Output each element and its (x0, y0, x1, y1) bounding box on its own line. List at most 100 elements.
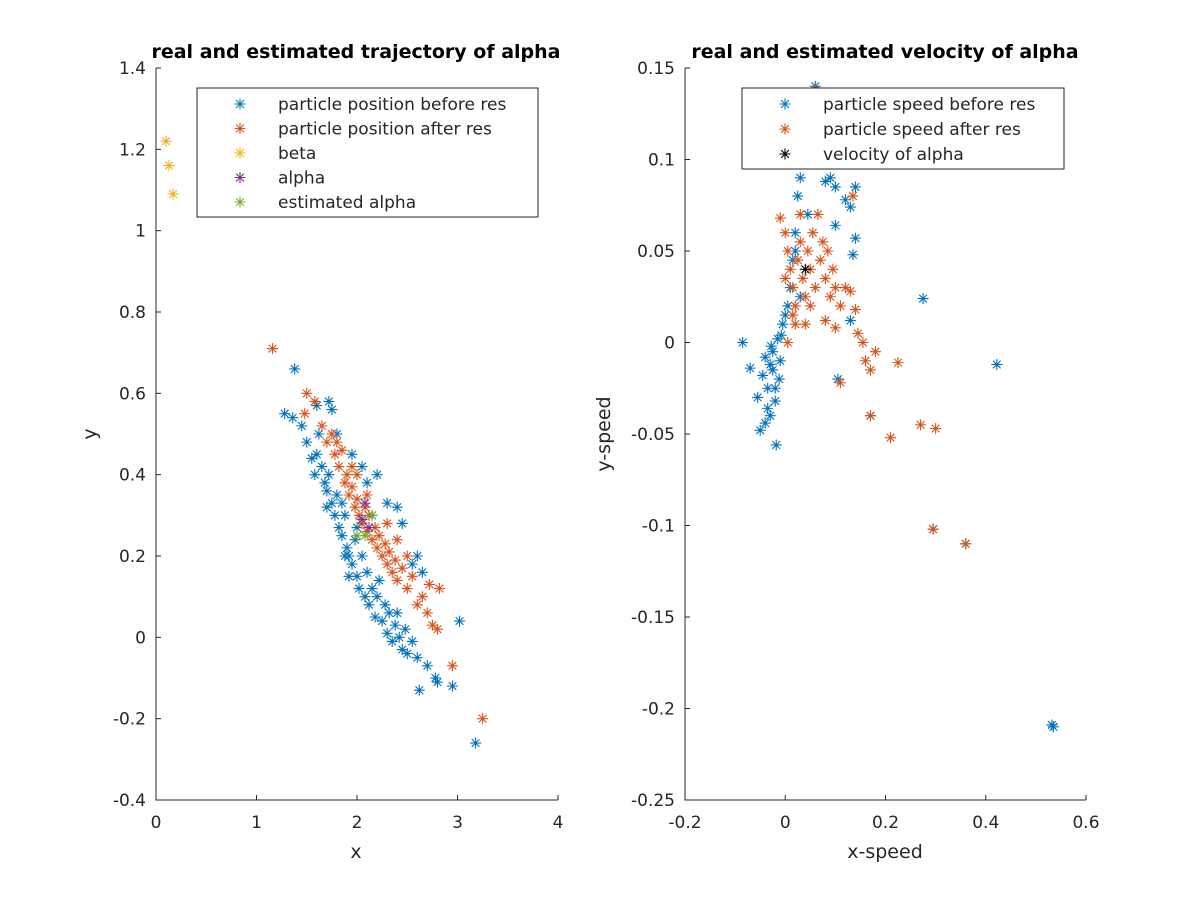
data-point (359, 530, 371, 542)
y-tick-label: -0.1 (642, 517, 675, 537)
data-point (361, 566, 373, 578)
data-point (799, 263, 811, 275)
data-point (376, 550, 388, 562)
data-point (416, 591, 428, 603)
x-tick-label: 1 (251, 813, 262, 833)
y-tick-label: 0.2 (119, 547, 146, 567)
legend: particle position before res particle pos… (196, 87, 539, 218)
data-point (817, 236, 829, 248)
data-point (423, 578, 435, 590)
data-point (326, 428, 338, 440)
data-point (309, 469, 321, 481)
data-point (792, 254, 804, 266)
y-tick-label: 1 (135, 222, 146, 242)
legend-marker (779, 98, 791, 110)
data-point (411, 599, 423, 611)
data-point (396, 562, 408, 574)
data-point (363, 522, 375, 534)
data-point (802, 208, 814, 220)
y-tick-label: -0.4 (113, 791, 146, 811)
data-point (361, 526, 373, 538)
data-point (163, 160, 175, 172)
data-point (799, 291, 811, 303)
data-point (737, 337, 749, 348)
y-tick-label: 0.05 (637, 242, 675, 262)
legend-label: estimated alpha (278, 193, 416, 213)
data-point (406, 635, 418, 647)
data-point (794, 172, 806, 184)
data-point (351, 530, 363, 542)
legend-marker (234, 147, 246, 159)
data-point (762, 382, 774, 394)
chart-title: real and estimated velocity of alpha (691, 41, 1078, 63)
data-point (779, 227, 791, 239)
legend-label: velocity of alpha (823, 145, 964, 165)
data-point (321, 436, 333, 448)
data-point (804, 300, 816, 312)
data-point (759, 417, 771, 429)
y-tick-label: 1.4 (119, 59, 146, 79)
data-point (349, 501, 361, 513)
data-point (1047, 721, 1059, 733)
data-point (930, 423, 942, 435)
data-point (789, 318, 801, 330)
legend-marker (234, 123, 246, 134)
tick-group: -0.2 0 0.2 0.4 0.6-0.25-0.2-0.15-0.1-0.0500.… (631, 59, 1100, 833)
data-point (361, 489, 373, 501)
data-point (764, 410, 776, 422)
data-point (426, 619, 438, 631)
data-point (869, 346, 881, 358)
data-point (794, 236, 806, 248)
data-point (774, 212, 786, 224)
data-point (323, 395, 335, 407)
legend-marker (234, 98, 246, 110)
data-point (346, 481, 358, 493)
data-point (421, 660, 433, 672)
y-tick-label: 0.1 (648, 151, 675, 171)
data-point (351, 469, 363, 481)
data-point (807, 227, 819, 239)
data-point (366, 509, 378, 521)
data-point (373, 530, 385, 542)
data-point (819, 272, 831, 284)
data-point (381, 627, 393, 639)
data-point (859, 355, 871, 367)
data-point (844, 315, 856, 327)
data-point (383, 607, 395, 619)
data-point (406, 570, 418, 582)
data-point (321, 501, 333, 513)
data-point (331, 489, 343, 501)
data-point (167, 188, 179, 200)
data-point (333, 461, 345, 473)
data-point (351, 570, 363, 582)
y-tick-label: -0.15 (631, 608, 675, 628)
data-point (311, 400, 323, 412)
data-point (333, 522, 345, 534)
data-point (470, 737, 482, 749)
data-point (279, 408, 291, 420)
y-tick-label: 0 (664, 334, 675, 354)
y-axis-label: y-speed (593, 396, 615, 471)
data-point (379, 599, 391, 611)
y-tick-label: 0 (135, 628, 146, 648)
x-tick-label: 0 (780, 813, 791, 833)
data-point (779, 309, 791, 321)
data-point (326, 497, 338, 509)
legend-label: beta (278, 144, 316, 164)
data-point (775, 329, 787, 341)
data-point (759, 351, 771, 363)
data-point (309, 395, 321, 407)
x-axis-label: x (350, 841, 361, 863)
data-point (321, 485, 333, 497)
axes-frame (155, 68, 558, 801)
data-point (369, 522, 381, 534)
data-point (744, 362, 756, 374)
data-point (431, 676, 443, 688)
data-point (812, 208, 824, 220)
data-point (411, 550, 423, 562)
data-point (353, 509, 365, 521)
data-point (351, 493, 363, 505)
data-point (416, 566, 428, 578)
data-point (326, 404, 338, 416)
